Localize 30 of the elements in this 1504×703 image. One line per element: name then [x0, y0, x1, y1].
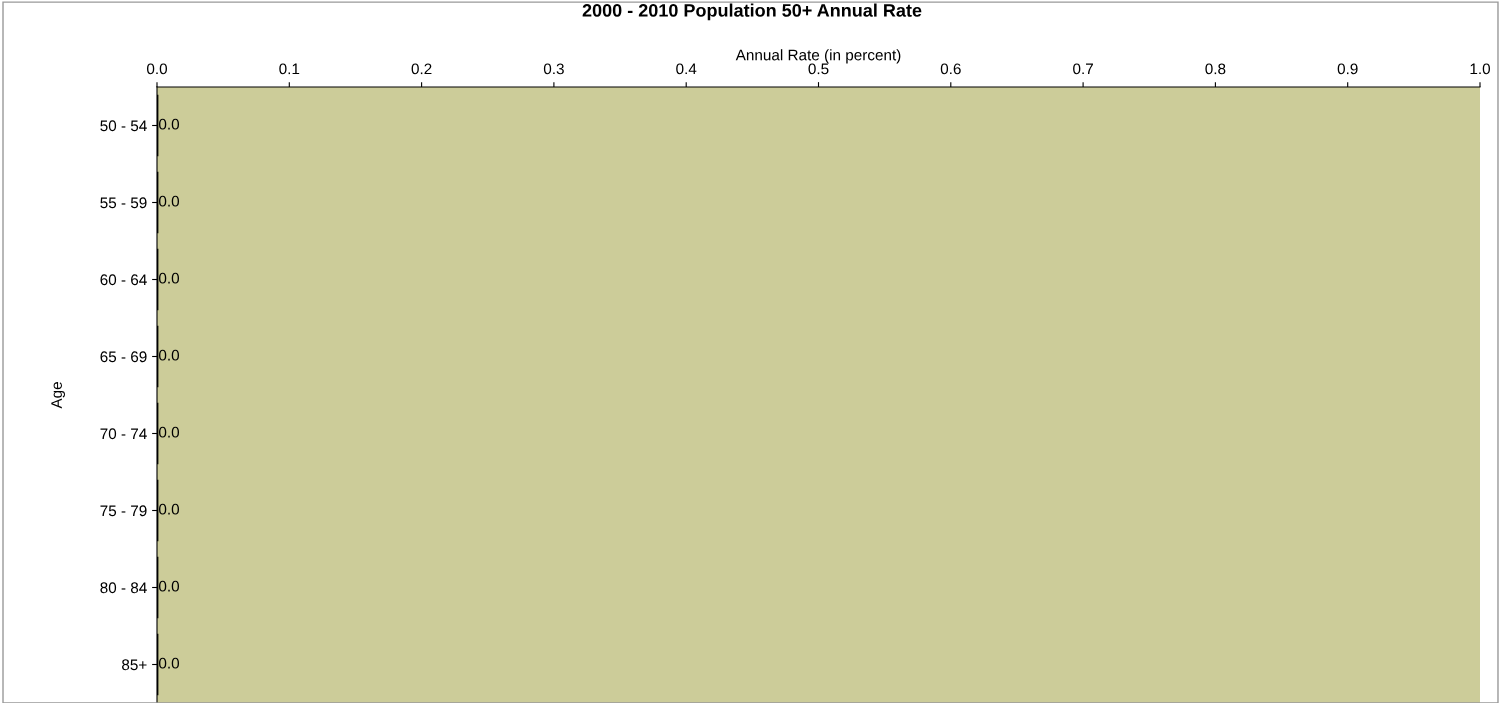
x-tick-label: 0.2: [411, 63, 432, 75]
data-label: 0.0: [158, 272, 180, 284]
x-tick-label: 0.3: [543, 63, 564, 75]
x-tick-label: 0.7: [1073, 63, 1093, 75]
y-tick-label: 85+: [122, 659, 147, 671]
y-tick-label: 70 - 74: [100, 428, 147, 440]
x-tick-label: 0.1: [279, 63, 300, 75]
y-tick-label: 55 - 59: [100, 197, 147, 209]
y-tick-label: 50 - 54: [100, 120, 147, 132]
x-tick-label: 0.6: [940, 63, 961, 75]
data-label: 0.0: [158, 349, 180, 361]
x-tick-label: 0.4: [676, 63, 697, 75]
y-tick-label: 80 - 84: [100, 582, 147, 594]
y-tick-label: 65 - 69: [100, 351, 147, 363]
data-label: 0.0: [158, 657, 180, 669]
chart-title: 2000 - 2010 Population 50+ Annual Rate: [582, 3, 922, 21]
x-tick-label: 0.9: [1337, 63, 1358, 75]
data-label: 0.0: [158, 195, 180, 207]
y-tick-label: 75 - 79: [100, 505, 147, 517]
x-axis-title: Annual Rate (in percent): [735, 49, 901, 64]
x-tick-label: 1.0: [1470, 63, 1491, 75]
data-label: 0.0: [158, 503, 180, 515]
y-axis-title: Age: [51, 382, 65, 409]
x-tick-label: 0.0: [146, 63, 168, 75]
data-label: 0.0: [158, 118, 180, 130]
data-label: 0.0: [158, 426, 180, 438]
y-tick-label: 60 - 64: [100, 274, 147, 286]
data-label: 0.0: [158, 580, 180, 592]
x-tick-label: 0.5: [808, 63, 829, 75]
x-tick-label: 0.8: [1205, 63, 1226, 75]
